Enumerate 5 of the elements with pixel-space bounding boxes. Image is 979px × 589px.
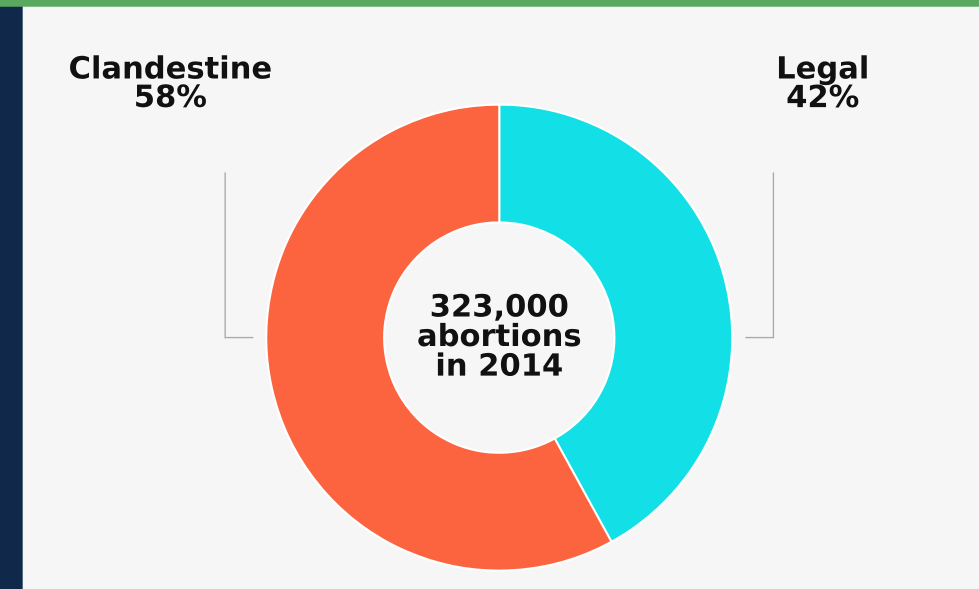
data-label: 58% — [136, 84, 206, 108]
data-label: 42% — [788, 84, 858, 108]
slice-label: Clandestine — [70, 55, 271, 79]
slice-label: Legal — [778, 55, 867, 86]
text: 323,000 abortions in 2014 — [418, 294, 580, 376]
